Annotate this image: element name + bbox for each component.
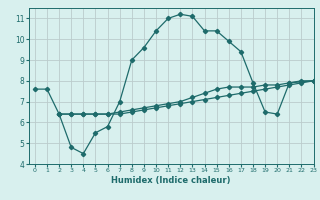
- X-axis label: Humidex (Indice chaleur): Humidex (Indice chaleur): [111, 176, 231, 185]
